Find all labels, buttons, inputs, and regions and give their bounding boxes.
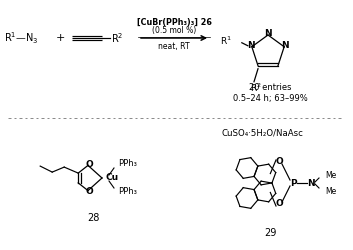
Text: N: N (247, 41, 255, 50)
Text: 28: 28 (87, 213, 99, 223)
Text: Cu: Cu (105, 174, 118, 182)
Text: 29: 29 (264, 228, 276, 238)
Text: N: N (264, 28, 272, 38)
Text: 0.5–24 h; 63–99%: 0.5–24 h; 63–99% (233, 94, 307, 104)
Text: neat, RT: neat, RT (158, 42, 190, 50)
Text: O: O (275, 200, 283, 208)
Text: N: N (307, 178, 315, 188)
Text: O: O (275, 158, 283, 166)
Text: PPh₃: PPh₃ (118, 188, 137, 196)
Text: +: + (55, 33, 65, 43)
Text: PPh₃: PPh₃ (118, 160, 137, 168)
Text: 20 entries: 20 entries (249, 84, 291, 92)
Text: O: O (85, 187, 93, 196)
Text: Me: Me (325, 186, 336, 196)
Text: O: O (85, 160, 93, 169)
Text: R$^2$: R$^2$ (111, 31, 124, 45)
Text: Me: Me (325, 170, 336, 179)
Text: [CuBr(PPh₃)₃] ⁠​26: [CuBr(PPh₃)₃] ⁠​26 (137, 18, 211, 26)
Text: N: N (281, 41, 289, 50)
Text: R$^1$: R$^1$ (220, 34, 232, 47)
Text: CuSO₄·5H₂O/NaAsc: CuSO₄·5H₂O/NaAsc (221, 128, 303, 138)
Text: P: P (290, 178, 296, 188)
Text: R$^1$—N$_3$: R$^1$—N$_3$ (4, 30, 38, 46)
Text: (0.5 mol %): (0.5 mol %) (152, 26, 196, 36)
Text: R$^2$: R$^2$ (250, 82, 262, 94)
